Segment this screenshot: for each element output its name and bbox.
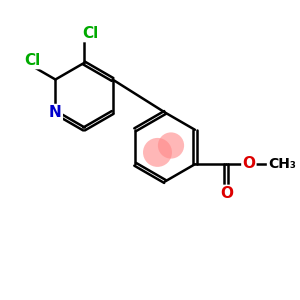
Text: CH₃: CH₃	[268, 157, 296, 171]
Text: Cl: Cl	[24, 53, 40, 68]
Circle shape	[158, 132, 184, 159]
Text: O: O	[242, 156, 255, 171]
Text: O: O	[220, 186, 233, 201]
Text: Cl: Cl	[82, 26, 99, 41]
Text: N: N	[49, 105, 62, 120]
Circle shape	[143, 138, 172, 167]
